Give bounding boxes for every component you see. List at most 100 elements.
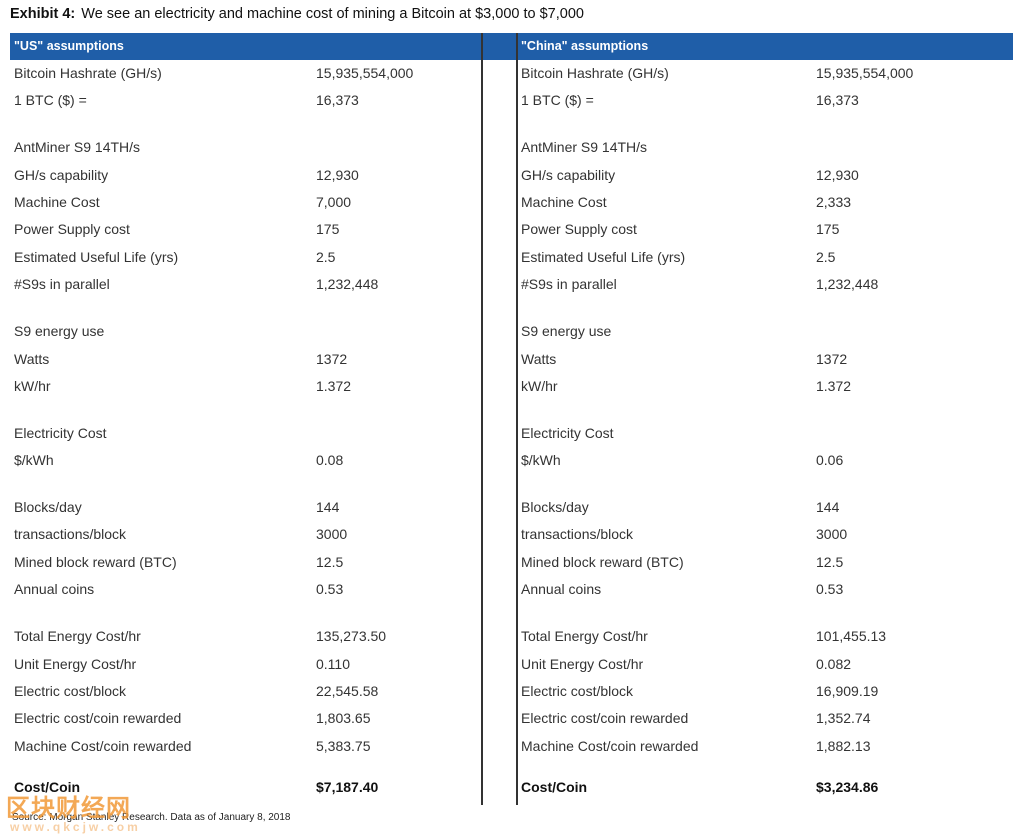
row-value: 0.53: [316, 581, 344, 598]
row-label: Power Supply cost: [521, 221, 637, 238]
row-value: 12,930: [316, 166, 359, 183]
row-label: Electric cost/block: [521, 682, 634, 699]
row-value: 135,273.50: [316, 628, 387, 645]
row: Power Supply cost 175: [10, 216, 481, 243]
divider: [481, 33, 483, 805]
panel: "US" assumptions Bitcoin Hashrate (GH/s) 1…: [10, 33, 481, 805]
total-label: Cost/Coin: [14, 778, 81, 795]
section: S9 energy use Watts 1372 kW/hr 1.372: [517, 318, 1013, 400]
row-label: Machine Cost/coin rewarded: [14, 737, 192, 754]
panel-header: "US" assumptions: [14, 39, 124, 53]
row-value: 144: [316, 499, 340, 516]
row-label: GH/s capability: [521, 166, 616, 183]
row-value: 1,232,448: [316, 276, 379, 293]
section: Total Energy Cost/hr 101,455.13 Unit Energ…: [517, 623, 1013, 760]
row-value: 15,935,554,000: [816, 65, 914, 81]
section: Bitcoin Hashrate (GH/s) 15,935,554,000 1 B…: [517, 60, 1013, 115]
row-label: S9 energy use: [521, 323, 612, 340]
rows: Bitcoin Hashrate (GH/s) 15,935,554,000 1 B…: [10, 60, 481, 801]
row-label: Mined block reward (BTC): [14, 553, 177, 570]
row: Unit Energy Cost/hr 0.082: [517, 651, 1013, 678]
panel-header: "China" assumptions: [521, 39, 649, 53]
row-value: 16,909.19: [816, 682, 879, 699]
row-label: Machine Cost/coin rewarded: [521, 737, 699, 754]
row-label: Unit Energy Cost/hr: [521, 655, 644, 672]
row: Electricity Cost: [10, 420, 481, 447]
row-value: 2,333: [816, 194, 852, 211]
row-label: Watts: [521, 350, 557, 367]
total-label: Cost/Coin: [521, 778, 588, 795]
section: Total Energy Cost/hr 135,273.50 Unit Energ…: [10, 623, 481, 760]
row-value: 101,455.13: [816, 628, 887, 645]
row: #S9s in parallel 1,232,448: [10, 271, 481, 298]
row-label: #S9s in parallel: [14, 276, 110, 293]
row-value: 22,545.58: [316, 682, 379, 699]
row: $/kWh 0.08: [10, 447, 481, 474]
row-value: 1372: [816, 350, 848, 367]
row-label: Mined block reward (BTC): [521, 553, 684, 570]
row-label: Bitcoin Hashrate (GH/s): [521, 65, 669, 81]
rows: Bitcoin Hashrate (GH/s) 15,935,554,000 1 B…: [517, 60, 1013, 801]
row-label: Total Energy Cost/hr: [521, 628, 648, 645]
row-value: 1.372: [316, 377, 352, 394]
row-label: Blocks/day: [521, 499, 589, 516]
row: Estimated Useful Life (yrs) 2.5: [517, 244, 1013, 271]
row-label: #S9s in parallel: [521, 276, 617, 293]
row-label: Electric cost/block: [14, 682, 127, 699]
section: S9 energy use Watts 1372 kW/hr 1.372: [10, 318, 481, 400]
row: S9 energy use: [517, 318, 1013, 345]
row-value: 0.53: [816, 581, 844, 598]
row: #S9s in parallel 1,232,448: [517, 271, 1013, 298]
section: AntMiner S9 14TH/s GH/s capability 12,930 M…: [517, 134, 1013, 298]
row-value: 12,930: [816, 166, 859, 183]
row: Annual coins 0.53: [517, 576, 1013, 603]
row: Watts 1372: [10, 346, 481, 373]
title-text: We see an electricity and machine cost o…: [81, 6, 584, 22]
section: Bitcoin Hashrate (GH/s) 15,935,554,000 1 B…: [10, 60, 481, 115]
row: GH/s capability 12,930: [517, 162, 1013, 189]
row-value: 12.5: [816, 553, 844, 570]
divider: [516, 33, 518, 805]
row-label: Total Energy Cost/hr: [14, 628, 141, 645]
row-value: 12.5: [316, 553, 344, 570]
row-label: Annual coins: [14, 581, 95, 598]
row-value: 0.082: [816, 655, 852, 672]
total-row: Cost/Coin $3,234.86: [517, 774, 1013, 801]
row: Unit Energy Cost/hr 0.110: [10, 651, 481, 678]
row-label: Electric cost/coin rewarded: [521, 710, 689, 727]
row: Electric cost/coin rewarded 1,803.65: [10, 705, 481, 732]
total-value: $7,187.40: [316, 778, 379, 795]
row-label: transactions/block: [14, 526, 127, 543]
row: S9 energy use: [10, 318, 481, 345]
row: 1 BTC ($) = 16,373: [517, 87, 1013, 114]
row: Blocks/day 144: [517, 494, 1013, 521]
row-value: 5,383.75: [316, 737, 371, 754]
row: Estimated Useful Life (yrs) 2.5: [10, 244, 481, 271]
row-label: kW/hr: [14, 377, 51, 394]
section: Blocks/day 144 transactions/block 3000 Mined…: [517, 494, 1013, 604]
row: AntMiner S9 14TH/s: [517, 134, 1013, 161]
row-label: 1 BTC ($) =: [14, 92, 87, 109]
row: Power Supply cost 175: [517, 216, 1013, 243]
row-label: Power Supply cost: [14, 221, 130, 238]
row: Mined block reward (BTC) 12.5: [517, 549, 1013, 576]
row-label: $/kWh: [14, 452, 54, 469]
title-label: Exhibit 4:: [10, 6, 76, 22]
row-label: Unit Energy Cost/hr: [14, 655, 137, 672]
row: Electric cost/block 22,545.58: [10, 678, 481, 705]
row-value: 175: [816, 221, 840, 238]
row-label: Machine Cost: [521, 194, 607, 211]
row-value: 16,373: [316, 92, 359, 109]
row: 1 BTC ($) = 16,373: [10, 87, 481, 114]
row: Electric cost/block 16,909.19: [517, 678, 1013, 705]
row-value: 2.5: [316, 248, 336, 265]
row: $/kWh 0.06: [517, 447, 1013, 474]
row-value: 175: [316, 221, 340, 238]
watermark-url: www.qkcjw.com: [10, 820, 141, 834]
row-value: 1372: [316, 350, 348, 367]
row-label: transactions/block: [521, 526, 634, 543]
row-value: 144: [816, 499, 840, 516]
row-label: Annual coins: [521, 581, 602, 598]
total-row: Cost/Coin $7,187.40: [10, 774, 481, 801]
